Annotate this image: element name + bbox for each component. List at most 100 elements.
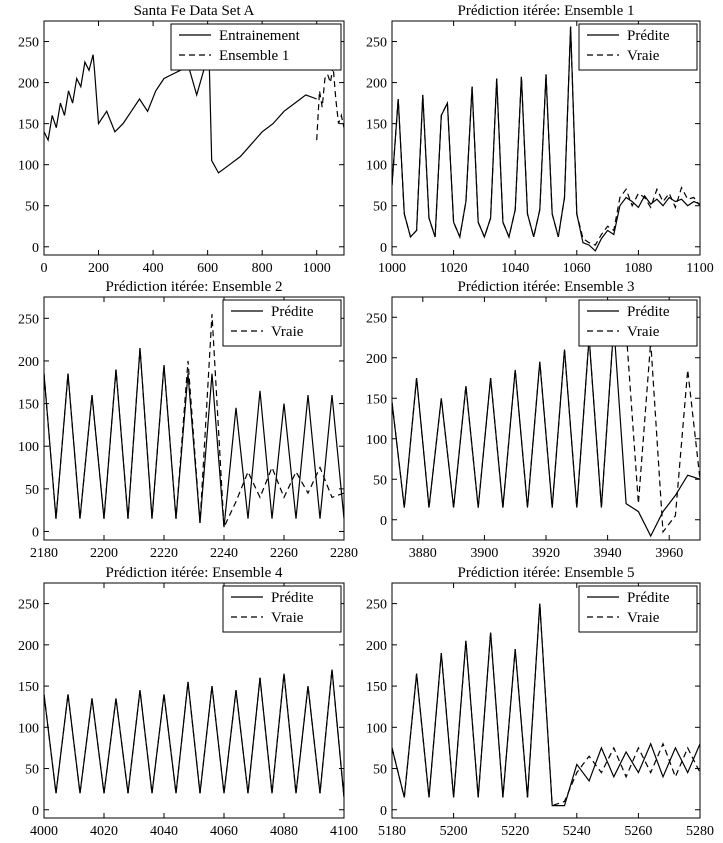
chart-panel-2: 1000 1020 1040 1060 1080 1100 0 50 100 150 200 250 P… — [366, 3, 714, 276]
y-tick-label: 50 — [25, 483, 39, 498]
legend-label: Prédite — [271, 590, 314, 606]
y-tick-label: 200 — [366, 352, 387, 367]
plot-area — [44, 53, 344, 174]
y-tick-label: 100 — [18, 721, 39, 736]
series-line-dashed — [316, 66, 344, 141]
chart-panel-3: 2180 2200 2220 2240 2260 2280 0 50 100 150 200 250 P… — [18, 279, 358, 561]
legend-label: Vraie — [627, 48, 660, 64]
series-line-solid — [392, 603, 700, 807]
y-tick-label: 150 — [18, 398, 39, 413]
legend: Prédite Vraie — [222, 585, 342, 633]
y-tick-label: 200 — [366, 77, 387, 92]
y-tick-label: 100 — [366, 721, 387, 736]
y-tick-label: 100 — [366, 159, 387, 174]
x-tick-label: 5180 — [378, 824, 406, 839]
legend-label: Vraie — [627, 324, 660, 340]
y-tick-label: 0 — [32, 804, 39, 819]
series-line-solid — [44, 53, 317, 174]
chart-panel-1: 0 200 400 600 800 1000 0 50 100 150 200 250 Santa Fe… — [18, 3, 345, 276]
axes-frame — [43, 582, 345, 819]
legend: Prédite Vraie — [578, 23, 698, 71]
x-tick-label: 2180 — [30, 546, 58, 561]
x-tick-label: 4100 — [330, 824, 358, 839]
x-tick-label: 5220 — [501, 824, 529, 839]
y-tick-label: 50 — [373, 200, 387, 215]
chart-panel-4: 3880 3900 3920 3940 3960 0 50 100 150 200 250 Prédi… — [366, 279, 701, 561]
y-tick-label: 0 — [380, 241, 387, 256]
series-line-dashed — [392, 324, 700, 534]
legend-label: Prédite — [627, 304, 670, 320]
chart-title: Prédiction itérée: Ensemble 3 — [457, 279, 634, 295]
x-tick-label: 1020 — [440, 261, 468, 276]
x-tick-label: 4040 — [150, 824, 178, 839]
y-tick-label: 200 — [18, 77, 39, 92]
y-tick-label: 0 — [380, 514, 387, 529]
x-tick-label: 3880 — [409, 546, 437, 561]
y-tick-label: 100 — [366, 433, 387, 448]
x-tick-label: 400 — [143, 261, 164, 276]
y-tick-label: 150 — [366, 680, 387, 695]
chart-title: Prédiction itérée: Ensemble 2 — [105, 279, 282, 295]
y-tick-label: 100 — [18, 159, 39, 174]
axes-frame — [391, 582, 701, 819]
chart-title: Prédiction itérée: Ensemble 1 — [457, 3, 634, 19]
legend-label: Prédite — [271, 304, 314, 320]
x-tick-label: 2220 — [150, 546, 178, 561]
y-tick-label: 250 — [366, 311, 387, 326]
y-tick-label: 0 — [32, 525, 39, 540]
x-tick-label: 1080 — [624, 261, 652, 276]
x-tick-label: 2280 — [330, 546, 358, 561]
x-tick-label: 600 — [197, 261, 218, 276]
x-tick-label: 4020 — [90, 824, 118, 839]
y-tick-label: 150 — [18, 680, 39, 695]
chart-panel-5: 4000 4020 4040 4060 4080 4100 0 50 100 150 200 250 P… — [18, 565, 358, 839]
x-tick-label: 1000 — [378, 261, 406, 276]
x-tick-label: 0 — [41, 261, 48, 276]
legend: Entrainement Ensemble 1 — [170, 23, 342, 71]
legend-box — [578, 23, 698, 71]
chart-title: Prédiction itérée: Ensemble 4 — [105, 565, 283, 581]
chart-title: Santa Fe Data Set A — [134, 3, 255, 19]
x-tick-label: 3960 — [655, 546, 683, 561]
legend-box — [578, 585, 698, 633]
legend-box — [222, 585, 342, 633]
axes-frame — [43, 20, 345, 256]
legend-label: Entrainement — [219, 28, 301, 44]
chart-panel-6: 5180 5200 5220 5240 5260 5280 0 50 100 150 200 250 P… — [366, 565, 714, 839]
x-tick-label: 5280 — [686, 824, 714, 839]
x-tick-label: 3940 — [594, 546, 622, 561]
axes-frame — [43, 296, 345, 541]
series-line-dashed — [44, 669, 344, 798]
legend: Prédite Vraie — [578, 585, 698, 633]
y-tick-label: 200 — [18, 355, 39, 370]
legend-box — [170, 23, 342, 71]
series-line-dashed — [392, 26, 700, 246]
x-tick-label: 4000 — [30, 824, 58, 839]
legend-label: Ensemble 1 — [219, 48, 289, 64]
plot-area — [392, 603, 700, 807]
x-tick-label: 200 — [88, 261, 109, 276]
legend-label: Vraie — [271, 324, 304, 340]
y-tick-label: 250 — [18, 598, 39, 613]
y-tick-label: 0 — [32, 241, 39, 256]
y-tick-label: 50 — [25, 200, 39, 215]
plot-area — [392, 324, 700, 538]
x-tick-label: 2200 — [90, 546, 118, 561]
x-tick-label: 4060 — [210, 824, 238, 839]
y-tick-label: 50 — [373, 763, 387, 778]
legend-box — [578, 299, 698, 347]
series-line-dashed — [44, 314, 344, 528]
x-tick-label: 3900 — [470, 546, 498, 561]
series-line-solid — [44, 348, 344, 528]
x-tick-label: 2260 — [270, 546, 298, 561]
axes-frame — [391, 20, 701, 256]
legend-label: Vraie — [271, 610, 304, 626]
y-tick-label: 100 — [18, 440, 39, 455]
chart-title: Prédiction itérée: Ensemble 5 — [457, 565, 634, 581]
legend: Prédite Vraie — [578, 299, 698, 347]
plot-area — [44, 314, 344, 528]
x-tick-label: 800 — [252, 261, 273, 276]
plot-area — [44, 669, 344, 798]
x-tick-label: 1000 — [303, 261, 331, 276]
